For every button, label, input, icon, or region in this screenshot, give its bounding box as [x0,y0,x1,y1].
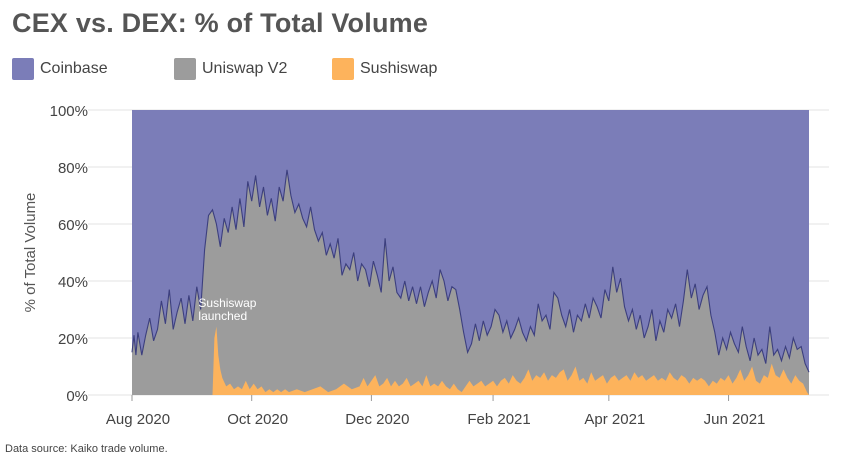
x-tick-label: Apr 2021 [584,411,645,428]
area-chart: 0% 20% 40% 60% 80% 100% Aug 2020 Oct 2020 Dec 20… [22,103,829,428]
chart-title: CEX vs. DEX: % of Total Volume [12,8,429,38]
legend-swatch-coinbase [12,58,34,80]
x-tick-label: Aug 2020 [106,411,170,428]
axis-layer: 0% 20% 40% 60% 80% 100% Aug 2020 Oct 2020 Dec 20… [22,103,765,428]
x-tick-label: Jun 2021 [704,411,766,428]
x-tick-label: Oct 2020 [227,411,288,428]
legend-swatch-uniswap [174,58,196,80]
coinbase-uniswap-boundary-line [131,169,810,373]
legend: Coinbase Uniswap V2 Sushiswap [12,58,612,82]
y-tick-label: 80% [58,160,88,177]
y-axis-title: % of Total Volume [22,193,39,313]
legend-swatch-sushiswap [332,58,354,80]
legend-label-coinbase: Coinbase [40,60,108,77]
legend-item-sushiswap[interactable]: Sushiswap [332,58,437,80]
y-tick-label: 0% [66,388,88,405]
y-tick-label: 40% [58,274,88,291]
x-tick-label: Dec 2020 [345,411,409,428]
y-tick-label: 60% [58,217,88,234]
annotation-label: Sushiswap [198,296,256,310]
annotation-label: launched [198,309,247,323]
y-tick-label: 100% [50,103,88,120]
sushiswap-area [132,326,809,395]
legend-item-uniswap[interactable]: Uniswap V2 [174,58,287,80]
legend-label-sushiswap: Sushiswap [360,60,438,77]
legend-item-coinbase[interactable]: Coinbase [12,58,108,80]
uniswap-area [132,169,809,395]
x-tick-label: Feb 2021 [467,411,530,428]
y-tick-label: 20% [58,331,88,348]
footnote: Data source: Kaiko trade volume. [5,443,168,455]
legend-label-uniswap: Uniswap V2 [202,60,288,77]
area-layer [131,110,810,395]
